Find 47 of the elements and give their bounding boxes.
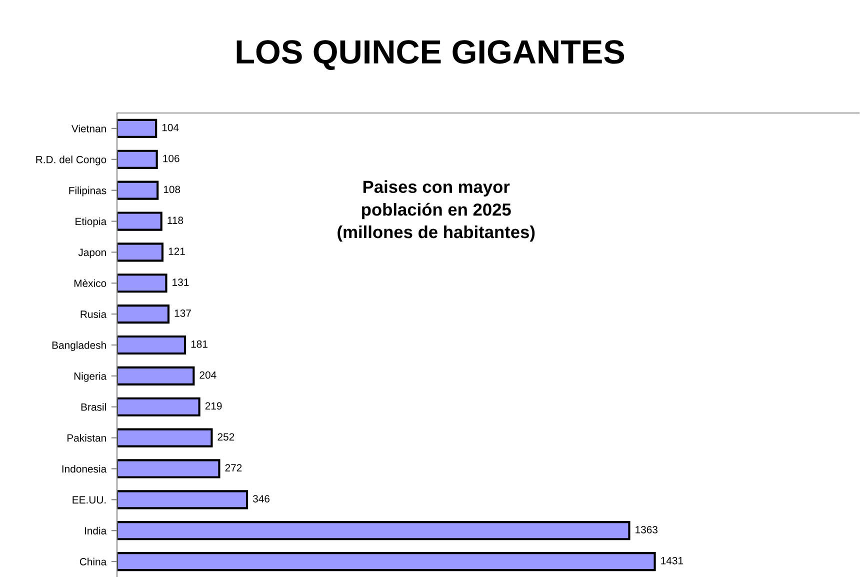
y-tick-label: EE.UU. bbox=[72, 496, 106, 504]
y-tick-label: China bbox=[80, 558, 107, 566]
data-label: 121 bbox=[168, 248, 185, 255]
bar bbox=[117, 552, 656, 572]
data-label: 1431 bbox=[661, 556, 684, 564]
bar bbox=[117, 397, 200, 416]
bar bbox=[117, 459, 220, 478]
bar bbox=[117, 490, 248, 510]
y-tick-label: Nigeria bbox=[74, 372, 107, 382]
y-tick-label: Mèxico bbox=[74, 279, 106, 288]
y-tick-label: Vietnan bbox=[71, 124, 106, 132]
bar bbox=[117, 304, 170, 324]
y-tick-label: Pakistan bbox=[67, 434, 106, 442]
y-tick-label: Indonesia bbox=[62, 464, 107, 473]
y-tick-label: Bangladesh bbox=[52, 341, 106, 351]
bar bbox=[117, 118, 158, 138]
bar bbox=[117, 150, 158, 169]
data-label: 104 bbox=[162, 124, 179, 132]
data-label: 131 bbox=[172, 278, 189, 286]
data-label: 1363 bbox=[636, 526, 658, 534]
y-tick-label: Etiopia bbox=[76, 217, 107, 228]
y-tick-label: India bbox=[84, 526, 107, 534]
data-label: 219 bbox=[205, 402, 222, 410]
y-tick-label: R.D. del Congo bbox=[36, 156, 106, 166]
y-tick-label: Rusia bbox=[80, 310, 107, 318]
bar bbox=[117, 274, 168, 293]
y-tick-label: Japon bbox=[78, 248, 106, 258]
bar bbox=[117, 212, 162, 231]
data-label: 118 bbox=[168, 216, 184, 224]
bar bbox=[117, 242, 164, 262]
text: Paises con mayor población en 2025 (millones de habitantes) bbox=[338, 180, 535, 242]
y-tick-label: Brasil bbox=[81, 403, 106, 411]
data-label: 137 bbox=[174, 309, 191, 317]
bar bbox=[117, 521, 630, 540]
bar bbox=[117, 366, 195, 386]
y-tick-label: Filipinas bbox=[69, 186, 106, 196]
chart-title: LOS QUINCE GIGANTES bbox=[236, 40, 624, 70]
data-label: 272 bbox=[225, 464, 242, 472]
bar bbox=[117, 335, 186, 355]
data-label: 106 bbox=[163, 154, 180, 162]
bar bbox=[117, 180, 159, 200]
bar bbox=[117, 428, 213, 448]
data-label: 252 bbox=[218, 433, 234, 441]
data-label: 346 bbox=[252, 495, 270, 502]
data-label: 181 bbox=[191, 340, 208, 348]
data-label: 204 bbox=[200, 371, 216, 379]
data-label: 108 bbox=[164, 186, 180, 194]
